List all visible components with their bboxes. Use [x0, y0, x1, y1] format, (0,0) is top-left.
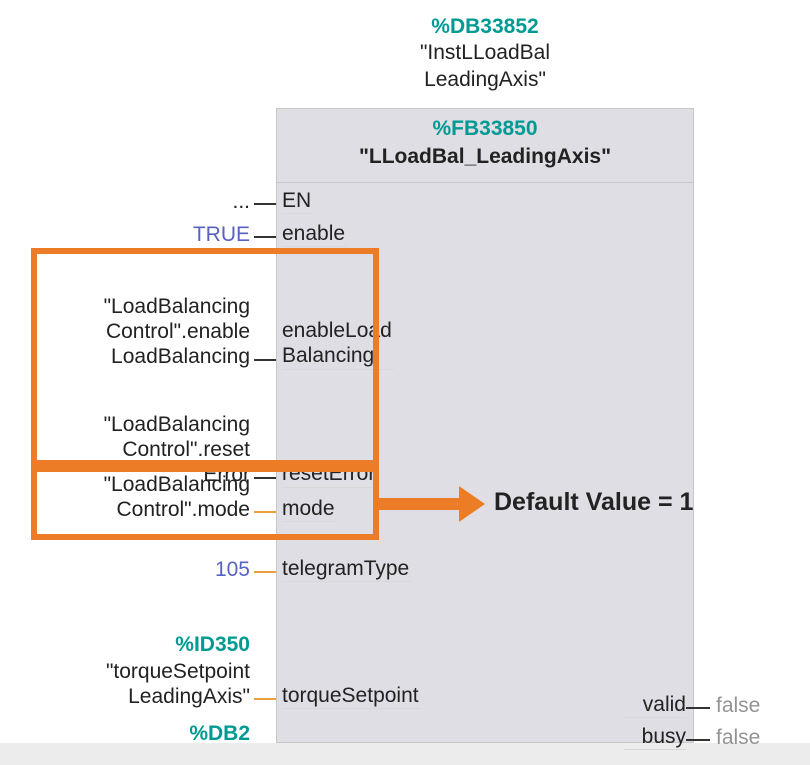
highlight-box-upper: [31, 248, 379, 466]
callout-arrow: [379, 486, 485, 522]
output-value: false: [716, 726, 760, 750]
input-source: TRUE: [190, 222, 250, 247]
input-row: "torqueSetpointLeadingAxis" torqueSetpoin…: [75, 659, 421, 709]
output-pin: valid: [624, 693, 686, 718]
connector-line: [254, 236, 276, 238]
arrow-head-icon: [459, 486, 485, 522]
input-source: %DB2: [170, 721, 250, 746]
output-row: valid false: [624, 693, 760, 718]
input-source: "torqueSetpointLeadingAxis": [75, 659, 250, 709]
connector-line: [686, 739, 710, 741]
input-pin: torqueSetpoint: [282, 683, 421, 709]
highlight-box-lower: [31, 466, 379, 540]
output-pin: busy: [624, 725, 686, 750]
connector-line: [254, 203, 276, 205]
input-pin: enable: [282, 221, 347, 247]
db-header: %DB33852 "InstLLoadBal LeadingAxis": [276, 14, 694, 93]
input-source: ...: [220, 189, 250, 214]
connector-line: [254, 698, 276, 700]
input-pin: EN: [282, 188, 313, 214]
input-row: %ID350: [75, 632, 250, 657]
fb-header: %FB33850 "LLoadBal_LeadingAxis": [277, 109, 693, 183]
input-source: %ID350: [75, 632, 250, 657]
db-name-line1: "InstLLoadBal: [276, 40, 694, 66]
input-row: %DB2: [170, 721, 250, 746]
output-row: busy false: [624, 725, 760, 750]
arrow-shaft: [379, 498, 459, 510]
connector-line: [686, 707, 710, 709]
fb-name: "LLoadBal_LeadingAxis": [281, 143, 689, 171]
input-row: TRUE enable: [190, 221, 347, 247]
input-row: ... EN: [220, 188, 313, 214]
db-name-line2: LeadingAxis": [276, 67, 694, 93]
fb-address: %FB33850: [281, 115, 689, 143]
output-value: false: [716, 694, 760, 718]
db-address: %DB33852: [276, 14, 694, 40]
input-pin: telegramType: [282, 556, 411, 582]
callout-text: Default Value = 1: [494, 488, 693, 517]
input-row: 105 telegramType: [200, 556, 411, 582]
connector-line: [254, 571, 276, 573]
input-source: 105: [200, 557, 250, 582]
